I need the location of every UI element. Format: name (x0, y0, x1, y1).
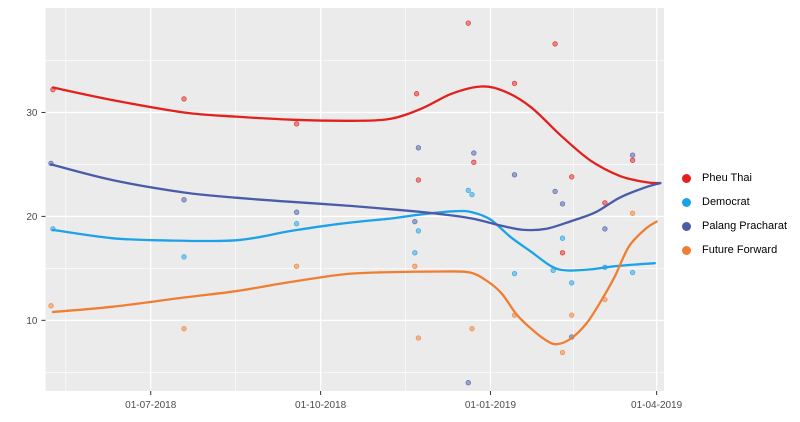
data-point (293, 121, 300, 127)
data-point (293, 209, 300, 215)
x-axis-tick-label: 01-10-2018 (295, 400, 347, 411)
data-point (293, 221, 300, 227)
data-point (559, 250, 566, 256)
data-point (465, 187, 471, 194)
data-point (552, 188, 558, 195)
x-axis-tick-label: 01-01-2019 (465, 400, 517, 411)
data-point (412, 263, 418, 269)
data-point (48, 303, 54, 309)
data-point (569, 280, 575, 286)
data-point (469, 191, 475, 198)
data-point (471, 150, 477, 156)
legend-item-pheu-thai: Pheu Thai (682, 170, 787, 187)
data-point (629, 157, 636, 163)
data-point (412, 218, 418, 225)
data-point (559, 235, 566, 241)
trend-line-pheu-thai (51, 85, 662, 185)
data-point (181, 325, 187, 332)
legend-label-pheu-thai: Pheu Thai (702, 172, 752, 184)
legend-item-future-forward: Future Forward (682, 242, 787, 259)
trend-line-future-forward (51, 220, 658, 346)
trend-line-democrat (51, 209, 656, 272)
legend-swatch-democrat (682, 198, 691, 207)
data-point (602, 200, 608, 206)
data-point (181, 96, 187, 102)
data-point (293, 263, 300, 269)
legend-label-palang-pracharat: Palang Pracharat (702, 220, 787, 232)
data-point (629, 152, 636, 158)
legend-swatch-future-forward (682, 246, 691, 255)
data-point (412, 250, 418, 256)
data-point (415, 228, 422, 234)
data-point (181, 197, 187, 203)
legend-label-democrat: Democrat (702, 196, 750, 208)
y-axis-tick-label: 10 (26, 316, 38, 327)
data-point (471, 159, 477, 165)
data-point (511, 172, 518, 178)
scatter-points-future-forward (48, 210, 636, 356)
data-point (559, 349, 566, 356)
data-point (552, 41, 558, 47)
y-axis-tick-label: 30 (26, 108, 38, 119)
trend-line-palang-pracharat (49, 163, 662, 232)
axis-ticks (41, 111, 658, 395)
data-point (465, 20, 471, 26)
data-point (511, 270, 518, 277)
x-axis-tick-label: 01-07-2018 (125, 400, 177, 411)
data-point (629, 269, 636, 276)
data-point (415, 145, 422, 151)
data-point (569, 174, 575, 180)
data-point (511, 80, 518, 87)
gridlines-minor (45, 8, 664, 391)
legend-item-palang-pracharat: Palang Pracharat (682, 218, 787, 235)
x-axis-tick-label: 01-04-2019 (631, 400, 683, 411)
data-point (413, 91, 420, 97)
data-point (559, 201, 566, 207)
legend-swatch-pheu-thai (682, 174, 691, 183)
plot-panel (45, 8, 664, 391)
legend-swatch-palang-pracharat (682, 222, 691, 231)
data-point (602, 226, 608, 232)
data-point (465, 380, 471, 386)
gridlines-major (45, 8, 664, 391)
data-point (629, 210, 636, 216)
data-point (415, 177, 422, 183)
data-point (469, 325, 475, 332)
y-axis-tick-label: 20 (26, 212, 38, 223)
data-point (181, 254, 187, 260)
legend: Pheu Thai Democrat Palang Pracharat Futu… (682, 170, 787, 259)
legend-item-democrat: Democrat (682, 194, 787, 211)
legend-label-future-forward: Future Forward (702, 244, 778, 256)
data-point (569, 312, 575, 318)
data-point (415, 335, 422, 341)
